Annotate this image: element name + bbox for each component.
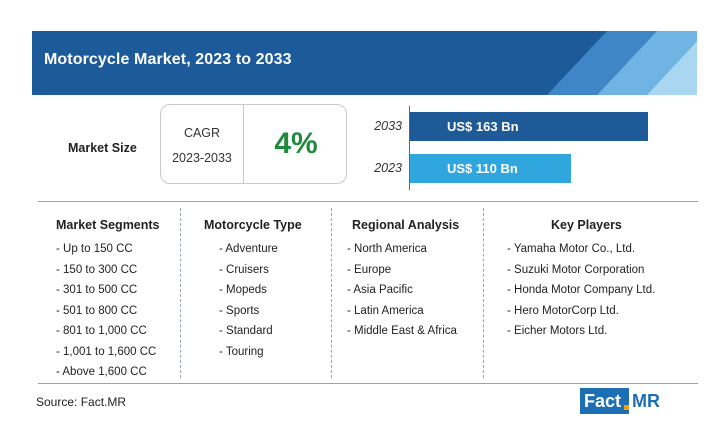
logo-text-fact: Fact	[580, 388, 625, 414]
list-item: - Eicher Motors Ltd.	[507, 325, 608, 337]
factmr-logo: Fact MR	[580, 388, 664, 414]
cagr-divider	[243, 105, 244, 183]
bar-2033: US$ 163 Bn	[410, 112, 648, 141]
bar-value-label: US$ 110 Bn	[447, 161, 518, 176]
bar-year-label: 2023	[374, 161, 402, 175]
motorcycle-type-column: Motorcycle Type - Adventure - Cruisers -…	[204, 218, 302, 362]
bar-year-label: 2033	[374, 119, 402, 133]
bar-2023: US$ 110 Bn	[410, 154, 571, 183]
bottom-divider	[38, 383, 698, 384]
title-banner: Motorcycle Market, 2023 to 2033	[32, 31, 697, 95]
list-item: - 801 to 1,000 CC	[56, 325, 147, 337]
list-item: - 150 to 300 CC	[56, 263, 138, 276]
key-players-header: Key Players	[551, 218, 622, 232]
list-item: - Standard	[219, 325, 273, 337]
list-item: - Up to 150 CC	[56, 243, 133, 255]
list-item: - Adventure	[219, 243, 278, 255]
list-item: - Above 1,600 CC	[56, 366, 147, 378]
list-item: - Sports	[219, 304, 260, 317]
cagr-box: CAGR 2023-2033 4%	[160, 104, 347, 184]
list-item: - Cruisers	[219, 263, 269, 276]
list-item: - Touring	[219, 345, 264, 358]
bar-chart-axis	[409, 106, 410, 190]
list-item: - 301 to 500 CC	[56, 284, 138, 296]
cagr-value: 4%	[274, 127, 318, 160]
segments-column: Market Segments - Up to 150 CC - 150 to …	[56, 218, 160, 383]
list-item: - Suzuki Motor Corporation	[507, 263, 645, 276]
list-item: - Hero MotorCorp Ltd.	[507, 304, 619, 317]
banner-stripes-decoration	[547, 31, 697, 95]
list-item: - Honda Motor Company Ltd.	[507, 284, 656, 296]
regional-analysis-column: Regional Analysis - North America - Euro…	[347, 218, 459, 342]
list-item: - Latin America	[347, 304, 424, 317]
list-item: - North America	[347, 243, 427, 255]
list-item: - 1,001 to 1,600 CC	[56, 345, 157, 358]
logo-dot	[624, 388, 630, 414]
cagr-period: 2023-2033	[172, 151, 232, 165]
page-title: Motorcycle Market, 2023 to 2033	[44, 51, 292, 68]
list-item: - 501 to 800 CC	[56, 304, 138, 317]
column-separator	[180, 208, 182, 378]
top-divider	[38, 201, 698, 202]
list-item: - Asia Pacific	[347, 284, 413, 296]
motorcycle-type-header: Motorcycle Type	[204, 218, 302, 232]
regional-analysis-header: Regional Analysis	[352, 218, 460, 232]
list-item: - Europe	[347, 263, 392, 276]
bar-value-label: US$ 163 Bn	[447, 119, 519, 134]
list-item: - Yamaha Motor Co., Ltd.	[507, 243, 636, 255]
logo-text-mr: MR	[629, 388, 664, 414]
market-size-label: Market Size	[68, 141, 137, 155]
column-separator	[331, 208, 333, 378]
cagr-title: CAGR	[183, 126, 221, 140]
column-separator	[483, 208, 485, 378]
source-note: Source: Fact.MR	[36, 395, 127, 409]
key-players-column: Key Players - Yamaha Motor Co., Ltd. - S…	[507, 218, 655, 342]
list-item: - Mopeds	[219, 284, 267, 296]
segments-header: Market Segments	[56, 218, 160, 232]
list-item: - Middle East & Africa	[347, 325, 457, 337]
